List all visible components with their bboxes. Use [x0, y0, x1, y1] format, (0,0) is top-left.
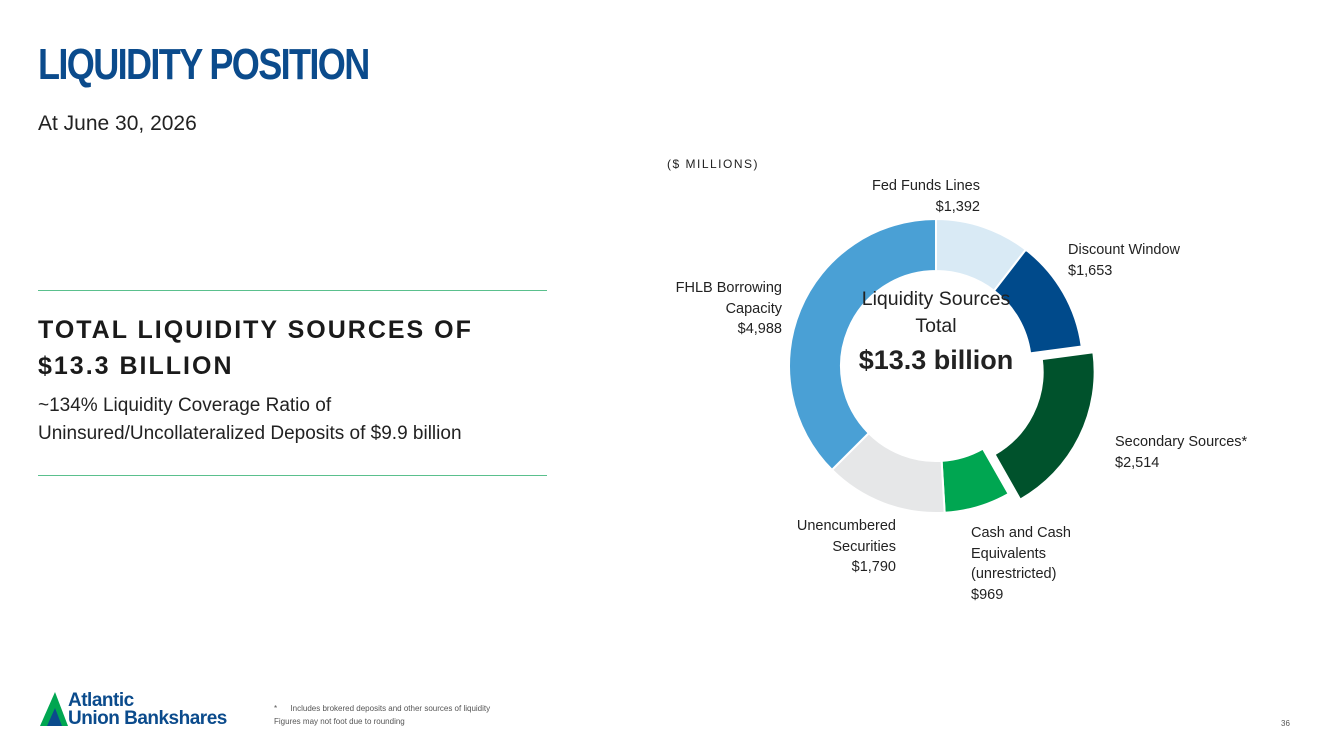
slice-label: FHLB Borrowing Capacity $4,988 — [662, 278, 782, 340]
value-label: $2,514 — [1115, 454, 1160, 471]
logo-text: Union Bankshares — [68, 708, 227, 729]
slice-label: Secondary Sources* $2,514 — [1115, 432, 1275, 473]
value-label: $1,392 — [935, 198, 980, 215]
category-label: Discount Window — [1068, 242, 1181, 258]
subtitle: At June 30, 2026 — [38, 112, 197, 135]
center-text: Liquidity Sources Total $13.3 billion — [856, 286, 1016, 378]
category-label: Unencumbered Securities — [796, 518, 896, 555]
category-label: Fed Funds Lines — [871, 178, 980, 194]
divider — [38, 290, 547, 291]
page-number: 36 — [1281, 719, 1290, 728]
logo-mark — [47, 708, 62, 726]
headline: TOTAL LIQUIDITY SOURCES OF $13.3 BILLION — [38, 316, 473, 380]
center-label: Liquidity Sources Total — [861, 288, 1011, 337]
center-value: $13.3 billion — [858, 345, 1014, 375]
body-text: ~134% Liquidity Coverage Ratio of Uninsu… — [38, 395, 462, 444]
logo-mark — [40, 692, 68, 726]
slice-label: Unencumbered Securities $1,790 — [778, 516, 896, 578]
value-label: $1,653 — [1068, 262, 1113, 279]
value-label: $1,790 — [851, 559, 896, 575]
value-label: $4,988 — [737, 321, 782, 337]
category-label: FHLB Borrowing Capacity — [675, 280, 782, 317]
title: LIQUIDITY POSITION — [38, 40, 370, 89]
slice-label: Discount Window $1,653 — [1068, 240, 1218, 281]
slice — [992, 248, 1083, 355]
divider — [38, 475, 547, 476]
footnote: Figures may not foot due to rounding — [274, 717, 405, 726]
footnote: * Includes brokered deposits and other s… — [274, 704, 491, 713]
slice-label: Fed Funds Lines $1,392 — [830, 176, 980, 217]
value-label: $969 — [971, 586, 1004, 603]
slice-label: Cash and Cash Equivalents (unrestricted)… — [971, 523, 1083, 605]
slice — [993, 351, 1096, 501]
unit-label: ($ MILLIONS) — [667, 157, 760, 171]
slice — [788, 217, 937, 472]
category-label: Cash and Cash Equivalents (unrestricted) — [971, 525, 1071, 582]
category-label: Secondary Sources* — [1115, 434, 1248, 450]
logo-text: Atlantic — [68, 690, 134, 711]
